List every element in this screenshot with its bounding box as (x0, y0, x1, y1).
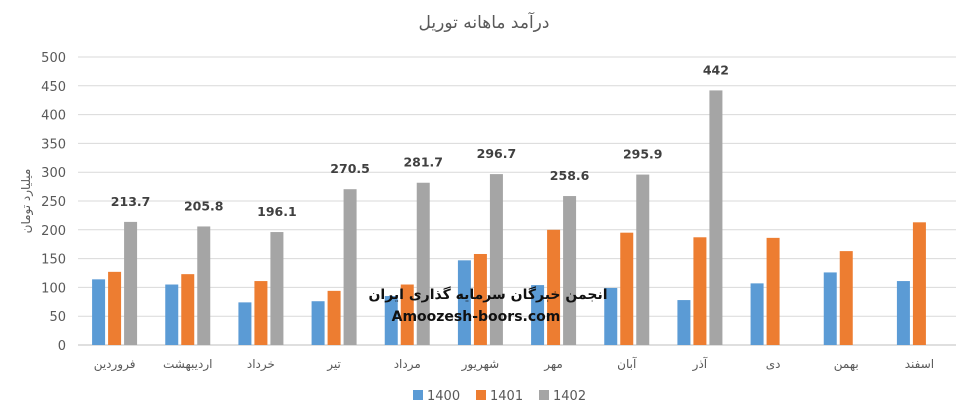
bar (604, 287, 618, 345)
data-label: 295.9 (623, 147, 663, 162)
bar (677, 300, 691, 345)
bar (473, 253, 487, 345)
bar (311, 301, 325, 345)
bar (693, 237, 707, 345)
y-tick-label: 450 (41, 80, 66, 95)
data-label: 258.6 (550, 168, 590, 183)
y-tick-label: 300 (41, 166, 66, 181)
data-label: 205.8 (184, 198, 224, 213)
legend-swatch (413, 390, 423, 400)
y-tick-label: 0 (58, 339, 66, 354)
bar (327, 290, 341, 345)
legend-label: 1401 (490, 389, 523, 404)
legend-swatch (539, 390, 549, 400)
y-axis-ticks: 0 50 100 150 200 250 300 350 400 450 500 (41, 51, 66, 354)
bar (563, 196, 577, 345)
x-tick-label: اسفند (905, 357, 934, 371)
bar (124, 221, 138, 345)
bars (92, 90, 926, 346)
x-tick-label: شهریور (461, 357, 500, 372)
bar (620, 232, 634, 345)
bar (750, 283, 764, 345)
bar (400, 284, 414, 345)
data-label: 296.7 (477, 146, 517, 161)
data-label: 281.7 (403, 155, 443, 170)
x-tick-label: آذر (692, 356, 708, 372)
watermark-line1: انجمن خبرگان سرمایه گذاری ایران (368, 286, 607, 303)
x-tick-label: خرداد (247, 357, 275, 372)
gridlines (78, 56, 956, 346)
bar (384, 296, 398, 345)
chart-title: درآمد ماهانه توریل (419, 11, 550, 33)
bar (766, 237, 780, 345)
y-tick-label: 350 (41, 137, 66, 152)
bar (896, 281, 910, 345)
bar (254, 281, 268, 345)
x-tick-label: مهر (543, 357, 563, 372)
legend-swatch (476, 390, 486, 400)
y-tick-label: 500 (41, 51, 66, 66)
bar (343, 189, 357, 345)
bar (416, 182, 430, 345)
data-label: 196.1 (257, 204, 297, 219)
legend: 1400 1401 1402 (413, 389, 586, 404)
bar (823, 272, 837, 345)
x-tick-label: دی (766, 357, 781, 371)
data-label: 270.5 (330, 161, 370, 176)
bar (270, 232, 284, 345)
x-axis-ticks: فروردین اردیبهشت خرداد تیر مرداد شهریور مهر آبا… (94, 356, 934, 372)
legend-label: 1402 (553, 389, 586, 404)
bar (839, 251, 853, 345)
y-tick-label: 400 (41, 109, 66, 124)
bar (489, 174, 503, 345)
data-label: 213.7 (111, 194, 151, 209)
bar (912, 222, 926, 345)
x-tick-label: آبان (617, 356, 637, 371)
bar (92, 279, 106, 345)
bar (547, 229, 561, 345)
y-tick-label: 100 (41, 281, 66, 296)
bar (165, 284, 179, 345)
x-tick-label: مرداد (394, 357, 421, 372)
bar (531, 285, 545, 345)
x-tick-label: تیر (326, 357, 341, 372)
x-tick-label: فروردین (94, 357, 136, 372)
data-label: 442 (703, 62, 729, 77)
y-tick-label: 250 (41, 195, 66, 210)
bar (197, 226, 211, 345)
bar (636, 174, 650, 345)
y-tick-label: 200 (41, 224, 66, 239)
legend-label: 1400 (427, 389, 460, 404)
bar (709, 90, 723, 346)
x-tick-label: بهمن (834, 357, 859, 372)
watermark-line2: Amoozesh-boors.com (392, 309, 561, 325)
y-tick-label: 50 (49, 310, 66, 325)
bar (181, 274, 195, 345)
bar (238, 302, 252, 345)
bar (457, 260, 471, 345)
data-labels: 213.7 205.8 196.1 270.5 281.7 296.7 258.6 295.9… (111, 62, 729, 219)
bar (108, 271, 122, 345)
x-tick-label: اردیبهشت (163, 357, 212, 372)
y-axis-label: میلیارد تومان (19, 169, 34, 234)
y-tick-label: 150 (41, 253, 66, 268)
watermark: انجمن خبرگان سرمایه گذاری ایران Amoozesh… (368, 286, 607, 325)
